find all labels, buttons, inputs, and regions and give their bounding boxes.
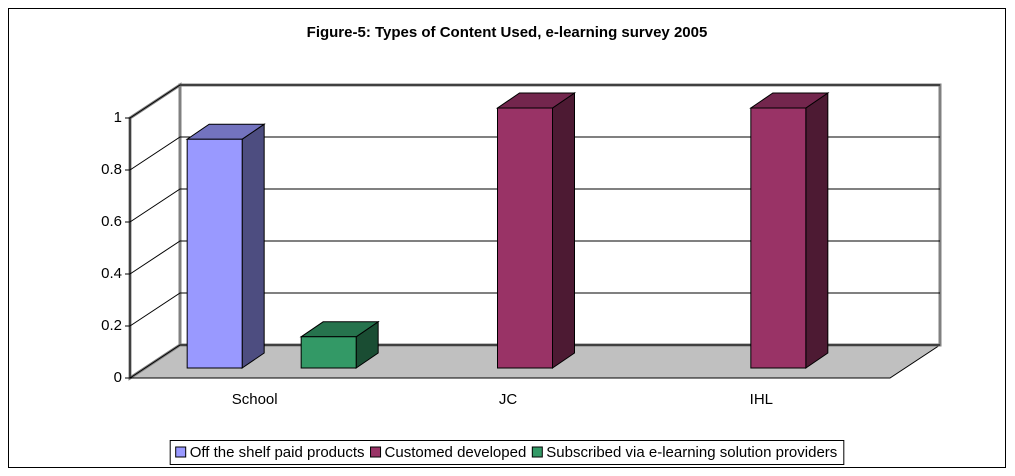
x-tick-label: JC	[499, 391, 518, 408]
bar	[749, 92, 830, 369]
legend-swatch	[370, 446, 382, 458]
bar-front	[750, 107, 807, 369]
bar-front	[300, 336, 357, 369]
y-tick-label: 0.8	[101, 161, 122, 178]
chart-title: Figure-5: Types of Content Used, e-learn…	[307, 24, 708, 41]
grid-line	[129, 344, 940, 379]
bar-front	[497, 107, 553, 369]
legend-box	[169, 440, 845, 465]
grid-line	[129, 292, 940, 327]
bar-front	[186, 138, 243, 369]
legend-label: Off the shelf paid products	[190, 444, 365, 461]
bar-side	[805, 92, 829, 369]
legend-label: Customed developed	[385, 444, 527, 461]
y-tick-label: 0	[114, 369, 122, 386]
bar-side	[552, 92, 575, 369]
y-tick-label: 0.6	[101, 213, 122, 230]
y-tick-label: 0.2	[101, 317, 122, 334]
legend-label: Subscribed via e-learning solution provi…	[546, 444, 837, 461]
y-tick-label: 0.4	[101, 265, 122, 282]
side-wall	[128, 82, 182, 381]
x-tick-label: IHL	[750, 391, 773, 408]
grid-line	[129, 136, 940, 171]
grid-line	[129, 188, 940, 223]
y-tick-label: 1	[114, 109, 122, 126]
bar	[495, 92, 577, 369]
bar	[299, 320, 380, 369]
grid-line	[129, 240, 940, 275]
legend-swatch	[531, 446, 543, 458]
legend-swatch	[175, 446, 187, 458]
bar-side	[241, 123, 265, 369]
x-tick-label: School	[232, 391, 278, 408]
grid-line	[129, 84, 940, 119]
bar	[185, 123, 266, 369]
